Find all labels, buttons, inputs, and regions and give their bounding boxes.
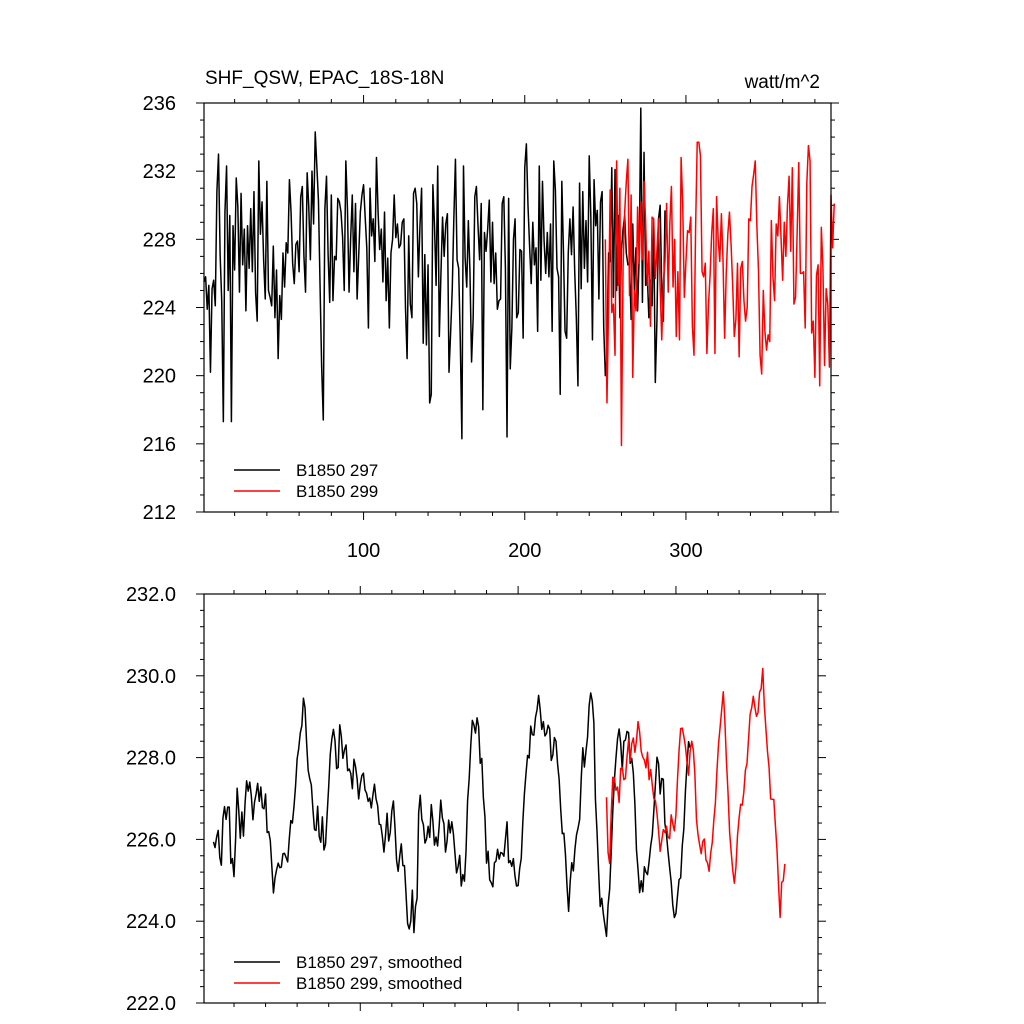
top-xtick-label: 100 <box>347 540 380 562</box>
top-ytick-label: 232 <box>143 161 176 183</box>
bottom-series-line-297 <box>212 692 691 938</box>
top-chart-units: watt/m^2 <box>744 72 820 93</box>
bottom-ytick-label: 222.0 <box>126 993 176 1015</box>
top-series-lines <box>203 107 835 447</box>
top-chart-title: SHF_QSW, EPAC_18S-18N <box>205 68 444 89</box>
bottom-ytick-label: 228.0 <box>126 748 176 770</box>
bottom-ytick-label: 226.0 <box>126 829 176 851</box>
top-ytick-label: 216 <box>143 434 176 456</box>
bottom-legend-label-299: B1850 299, smoothed <box>296 974 462 993</box>
top-legend: B1850 297 B1850 299 <box>234 461 378 501</box>
top-xtick-label: 200 <box>508 540 541 562</box>
bottom-axis-ticks <box>196 586 826 1011</box>
bottom-series-line-299 <box>605 667 786 919</box>
bottom-panel: 222.0 224.0 226.0 228.0 230.0 232.0 B1850 297… <box>126 584 826 1015</box>
top-legend-label-299: B1850 299 <box>296 482 378 501</box>
top-legend-label-297: B1850 297 <box>296 461 378 480</box>
top-axis-ticks <box>196 95 839 520</box>
top-ytick-label: 236 <box>143 93 176 115</box>
top-ytick-label: 228 <box>143 229 176 251</box>
top-panel: SHF_QSW, EPAC_18S-18N watt/m^2 212 216 220… <box>143 68 839 562</box>
top-plot-frame <box>203 102 832 513</box>
top-ytick-label: 224 <box>143 298 176 320</box>
top-xtick-label: 300 <box>669 540 702 562</box>
bottom-plot-frame <box>203 593 819 1004</box>
bottom-ytick-label: 232.0 <box>126 584 176 606</box>
top-tick-labels: 212 216 220 224 228 232 236 100 200 300 <box>143 93 703 562</box>
bottom-ytick-label: 230.0 <box>126 666 176 688</box>
top-ytick-label: 220 <box>143 366 176 388</box>
bottom-series-lines <box>212 667 786 938</box>
top-ytick-label: 212 <box>143 502 176 524</box>
bottom-legend: B1850 297, smoothed B1850 299, smoothed <box>234 953 462 993</box>
top-series-line-299 <box>604 141 835 447</box>
top-series-line-297 <box>203 107 666 440</box>
bottom-tick-labels: 222.0 224.0 226.0 228.0 230.0 232.0 <box>126 584 176 1015</box>
bottom-legend-label-297: B1850 297, smoothed <box>296 953 462 972</box>
bottom-ytick-label: 224.0 <box>126 911 176 933</box>
